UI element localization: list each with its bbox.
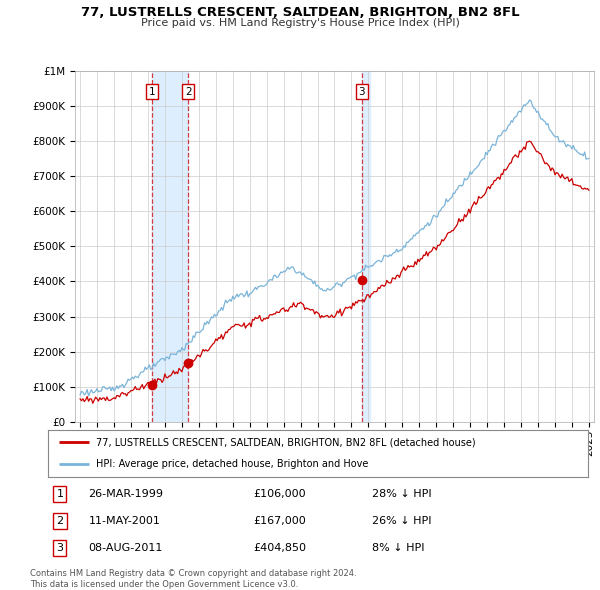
Bar bbox=[362, 71, 370, 422]
Text: 8% ↓ HPI: 8% ↓ HPI bbox=[372, 543, 425, 553]
Text: Contains HM Land Registry data © Crown copyright and database right 2024.
This d: Contains HM Land Registry data © Crown c… bbox=[30, 569, 356, 589]
Text: 28% ↓ HPI: 28% ↓ HPI bbox=[372, 489, 431, 499]
Text: 3: 3 bbox=[358, 87, 365, 97]
Text: 08-AUG-2011: 08-AUG-2011 bbox=[89, 543, 163, 553]
Text: £404,850: £404,850 bbox=[253, 543, 306, 553]
Text: 2: 2 bbox=[56, 516, 64, 526]
Text: 11-MAY-2001: 11-MAY-2001 bbox=[89, 516, 160, 526]
Text: 3: 3 bbox=[56, 543, 64, 553]
Bar bbox=[152, 71, 188, 422]
Text: 26% ↓ HPI: 26% ↓ HPI bbox=[372, 516, 431, 526]
Text: 77, LUSTRELLS CRESCENT, SALTDEAN, BRIGHTON, BN2 8FL (detached house): 77, LUSTRELLS CRESCENT, SALTDEAN, BRIGHT… bbox=[95, 437, 475, 447]
Text: £106,000: £106,000 bbox=[253, 489, 306, 499]
Text: 1: 1 bbox=[149, 87, 155, 97]
Text: HPI: Average price, detached house, Brighton and Hove: HPI: Average price, detached house, Brig… bbox=[95, 459, 368, 469]
Text: Price paid vs. HM Land Registry's House Price Index (HPI): Price paid vs. HM Land Registry's House … bbox=[140, 18, 460, 28]
Text: £167,000: £167,000 bbox=[253, 516, 306, 526]
Text: 26-MAR-1999: 26-MAR-1999 bbox=[89, 489, 163, 499]
Text: 1: 1 bbox=[56, 489, 64, 499]
Text: 77, LUSTRELLS CRESCENT, SALTDEAN, BRIGHTON, BN2 8FL: 77, LUSTRELLS CRESCENT, SALTDEAN, BRIGHT… bbox=[80, 6, 520, 19]
Text: 2: 2 bbox=[185, 87, 191, 97]
